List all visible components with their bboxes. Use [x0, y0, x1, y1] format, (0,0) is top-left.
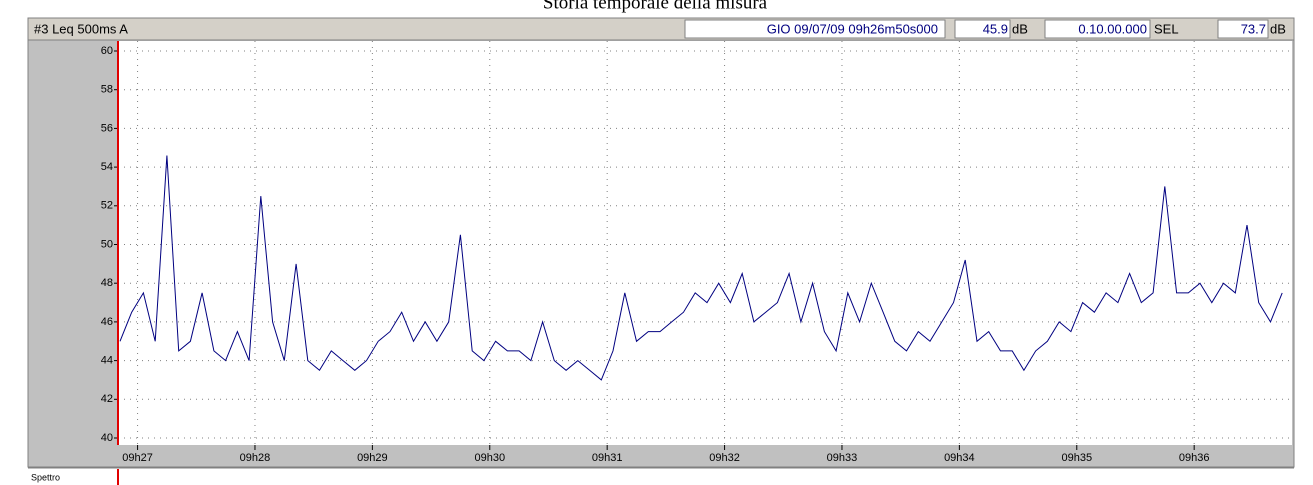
- level-unit: dB: [1012, 21, 1028, 36]
- y-tick-label: 50: [101, 238, 113, 250]
- y-tick-label: 58: [101, 84, 113, 96]
- start-box: [684, 19, 946, 39]
- y-tick-label: 52: [101, 200, 113, 212]
- y-tick-label: 60: [101, 45, 113, 57]
- x-tick-label: 09h35: [1061, 452, 1092, 464]
- chart-title: Storia temporale della misura: [543, 0, 768, 13]
- y-tick-label: 54: [101, 161, 113, 173]
- x-tick-label: 09h32: [709, 452, 740, 464]
- x-tick-label: 09h27: [122, 452, 153, 464]
- x-tick-label: 09h31: [592, 452, 623, 464]
- start: GIO 09/07/09 09h26m50s000: [767, 21, 938, 36]
- y-tick-label: 42: [101, 393, 113, 405]
- sel-unit: dB: [1270, 21, 1286, 36]
- x-tick-label: 09h36: [1179, 452, 1210, 464]
- level-box: [954, 19, 1011, 39]
- y-tick-label: 44: [101, 355, 113, 367]
- duration: 0.10.00.000: [1078, 21, 1147, 36]
- x-tick-label: 09h33: [827, 452, 858, 464]
- x-tick-label: 09h29: [357, 452, 388, 464]
- duration-box: [1044, 19, 1151, 39]
- panel-label: Spettro: [31, 472, 60, 482]
- x-tick-label: 09h28: [240, 452, 271, 464]
- y-tick-label: 56: [101, 122, 113, 134]
- level: 45.9: [983, 21, 1008, 36]
- sel-box: [1217, 19, 1269, 39]
- x-tick-label: 09h30: [474, 452, 505, 464]
- plot-area: [118, 41, 1292, 445]
- sel-label: SEL: [1154, 21, 1179, 36]
- series-line: [119, 155, 1283, 381]
- channel: #3 Leq 500ms A: [34, 21, 128, 36]
- spectrum-area: [118, 469, 1292, 485]
- sel: 73.7: [1241, 21, 1266, 36]
- x-tick-label: 09h34: [944, 452, 975, 464]
- y-tick-label: 48: [101, 277, 113, 289]
- y-tick-label: 40: [101, 432, 113, 444]
- y-tick-label: 46: [101, 316, 113, 328]
